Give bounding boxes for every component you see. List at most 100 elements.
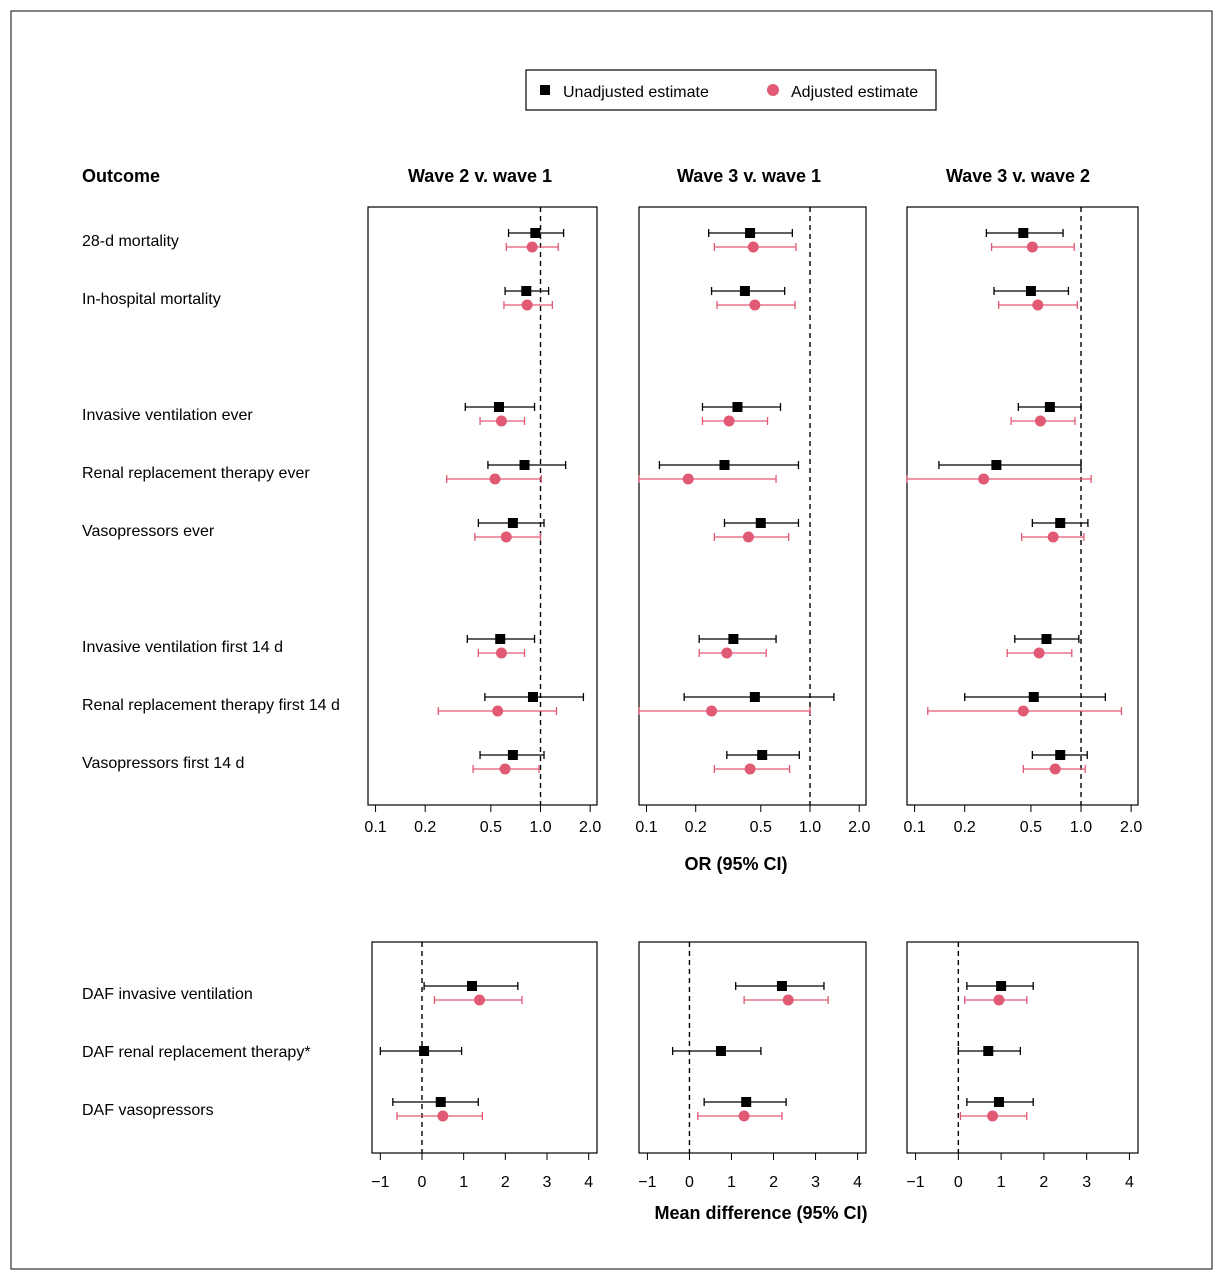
unadjusted-estimate-point <box>1028 692 1039 702</box>
adjusted-estimate-point <box>782 994 794 1006</box>
tick-label: 1.0 <box>529 819 551 836</box>
md-row-label: DAF renal replacement therapy* <box>82 1044 311 1061</box>
md-row-label: DAF vasopressors <box>82 1102 214 1119</box>
legend-unadjusted-marker <box>540 85 550 95</box>
tick-label: 0.5 <box>750 819 772 836</box>
adjusted-estimate-point <box>521 299 533 311</box>
unadjusted-estimate-point <box>521 286 532 296</box>
or-row-label: Vasopressors first 14 d <box>82 755 244 772</box>
unadjusted-estimate-point <box>507 518 518 528</box>
or-panel-1: 0.1 0.2 0.5 1.0 2.0 <box>364 206 601 836</box>
unadjusted-estimate-point <box>745 228 756 238</box>
tick-label: 1 <box>997 1174 1006 1191</box>
tick-label: −1 <box>371 1174 389 1191</box>
adjusted-estimate-point <box>495 415 507 427</box>
figure-frame <box>10 10 1213 1270</box>
or-panel-3: 0.1 0.2 0.5 1.0 2.0 <box>903 206 1142 836</box>
unadjusted-estimate-point <box>1018 228 1029 238</box>
panel-border <box>906 941 1139 1154</box>
unadjusted-estimate-point <box>1055 518 1066 528</box>
adjusted-estimate-point <box>749 299 761 311</box>
md-panel-3: −1 0 1 2 3 4 <box>906 941 1139 1191</box>
unadjusted-estimate-point <box>719 460 730 470</box>
adjusted-estimate-point <box>526 241 538 253</box>
unadjusted-estimate-point <box>715 1046 726 1056</box>
adjusted-estimate-point <box>499 763 511 775</box>
tick-label: 1 <box>727 1174 736 1191</box>
odds-ratio-section: 28-d mortality In-hospital mortality Invas… <box>82 206 1142 836</box>
adjusted-estimate-point <box>1032 299 1044 311</box>
legend-box <box>525 69 937 111</box>
or-row-label: Invasive ventilation ever <box>82 407 253 424</box>
md-panel-2: −1 0 1 2 3 4 <box>638 941 867 1191</box>
tick-label: 0.1 <box>635 819 657 836</box>
or-row-label: In-hospital mortality <box>82 291 221 308</box>
tick-label: 0.1 <box>364 819 386 836</box>
tick-label: 4 <box>584 1174 593 1191</box>
unadjusted-estimate-point <box>467 981 477 991</box>
unadjusted-estimate-point <box>527 692 538 702</box>
tick-label: 0.2 <box>685 819 707 836</box>
panel-border <box>638 206 867 806</box>
adjusted-estimate-point <box>723 415 735 427</box>
legend-adjusted-label: Adjusted estimate <box>791 84 918 101</box>
comparison-header-2: Wave 3 v. wave 1 <box>677 166 821 186</box>
tick-label: 3 <box>811 1174 820 1191</box>
adjusted-estimate-point <box>706 705 718 717</box>
adjusted-estimate-point <box>978 473 990 485</box>
tick-label: 3 <box>1082 1174 1091 1191</box>
unadjusted-estimate-point <box>1041 634 1052 644</box>
unadjusted-estimate-point <box>741 1097 752 1107</box>
comparison-header-3: Wave 3 v. wave 2 <box>946 166 1090 186</box>
legend-adjusted-marker <box>767 84 779 96</box>
unadjusted-estimate-point <box>749 692 760 702</box>
tick-label: 0 <box>954 1174 963 1191</box>
or-panel-2: 0.1 0.2 0.5 1.0 2.0 <box>635 206 870 836</box>
md-panel-1: −1 0 1 2 3 4 <box>371 941 598 1191</box>
unadjusted-estimate-point <box>993 1097 1004 1107</box>
unadjusted-estimate-point <box>530 228 541 238</box>
unadjusted-estimate-point <box>419 1046 430 1056</box>
tick-label: 2 <box>769 1174 778 1191</box>
tick-label: 0 <box>418 1174 427 1191</box>
legend-unadjusted-label: Unadjusted estimate <box>563 84 709 101</box>
md-axis-title: Mean difference (95% CI) <box>654 1203 867 1223</box>
tick-label: 4 <box>1125 1174 1134 1191</box>
adjusted-estimate-point <box>1033 647 1045 659</box>
mean-difference-section: DAF invasive ventilation DAF renal replac… <box>82 941 1139 1191</box>
adjusted-estimate-point <box>495 647 507 659</box>
unadjusted-estimate-point <box>1044 402 1055 412</box>
unadjusted-estimate-point <box>1025 286 1036 296</box>
adjusted-estimate-point <box>500 531 512 543</box>
tick-label: 2 <box>1039 1174 1048 1191</box>
unadjusted-estimate-point <box>495 634 506 644</box>
adjusted-estimate-point <box>1049 763 1061 775</box>
unadjusted-estimate-point <box>983 1046 994 1056</box>
adjusted-estimate-point <box>492 705 504 717</box>
tick-label: 0.2 <box>954 819 976 836</box>
unadjusted-estimate-point <box>732 402 743 412</box>
unadjusted-estimate-point <box>996 981 1007 991</box>
or-row-label: Vasopressors ever <box>82 523 215 540</box>
adjusted-estimate-point <box>437 1110 449 1122</box>
tick-label: 2.0 <box>848 819 870 836</box>
comparison-header-1: Wave 2 v. wave 1 <box>408 166 552 186</box>
adjusted-estimate-point <box>721 647 733 659</box>
tick-label: 1 <box>459 1174 468 1191</box>
tick-label: 0.2 <box>414 819 436 836</box>
or-row-label: Invasive ventilation first 14 d <box>82 639 283 656</box>
tick-label: 3 <box>543 1174 552 1191</box>
tick-label: 4 <box>853 1174 862 1191</box>
tick-label: −1 <box>638 1174 656 1191</box>
unadjusted-estimate-point <box>991 460 1002 470</box>
unadjusted-estimate-point <box>776 981 787 991</box>
adjusted-estimate-point <box>474 994 485 1006</box>
unadjusted-estimate-point <box>728 634 739 644</box>
unadjusted-estimate-point <box>739 286 750 296</box>
adjusted-estimate-point <box>1034 415 1046 427</box>
panel-border <box>367 206 598 806</box>
adjusted-estimate-point <box>744 763 756 775</box>
tick-label: −1 <box>906 1174 924 1191</box>
unadjusted-estimate-point <box>519 460 530 470</box>
legend: Unadjusted estimate Adjusted estimate <box>525 69 937 111</box>
